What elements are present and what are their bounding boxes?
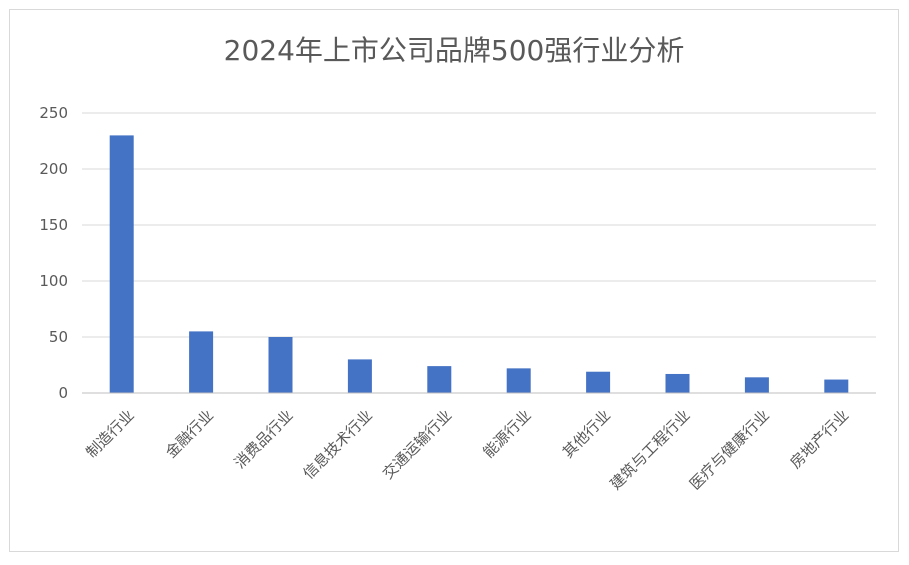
x-tick-label: 医疗与健康行业 xyxy=(686,406,773,493)
x-tick-label: 制造行业 xyxy=(83,406,138,461)
x-tick-label: 金融行业 xyxy=(162,406,217,461)
bar xyxy=(189,331,214,393)
y-tick-label: 150 xyxy=(39,216,68,234)
bars xyxy=(109,135,849,393)
y-tick-label: 0 xyxy=(58,384,68,402)
x-tick-label: 房地产行业 xyxy=(787,406,853,472)
bar xyxy=(744,377,769,393)
bar xyxy=(427,366,452,393)
bar xyxy=(824,379,849,393)
x-tick-label: 其他行业 xyxy=(559,406,614,461)
bar xyxy=(109,135,134,393)
y-axis-ticks: 0 50 100 150 200 250 xyxy=(39,104,68,402)
x-tick-label: 能源行业 xyxy=(480,406,535,461)
x-tick-label: 消费品行业 xyxy=(231,406,297,472)
bar xyxy=(268,337,293,393)
x-tick-label: 交通运输行业 xyxy=(379,406,455,482)
bar xyxy=(586,371,611,393)
y-tick-label: 100 xyxy=(39,272,68,290)
bar xyxy=(347,359,372,393)
bar xyxy=(665,373,690,393)
gridlines xyxy=(82,112,876,338)
y-tick-label: 50 xyxy=(49,328,68,346)
x-tick-label: 建筑与工程行业 xyxy=(607,406,694,493)
y-tick-label: 250 xyxy=(39,104,68,122)
x-axis-ticks: 制造行业 金融行业 消费品行业 信息技术行业 交通运输行业 能源行业 其他行业建筑与工程行业… xyxy=(83,406,853,493)
bar xyxy=(506,368,531,393)
y-tick-label: 200 xyxy=(39,160,68,178)
chart-title: 2024年上市公司品牌500强行业分析 xyxy=(224,34,685,67)
x-tick-label: 信息技术行业 xyxy=(300,406,376,482)
